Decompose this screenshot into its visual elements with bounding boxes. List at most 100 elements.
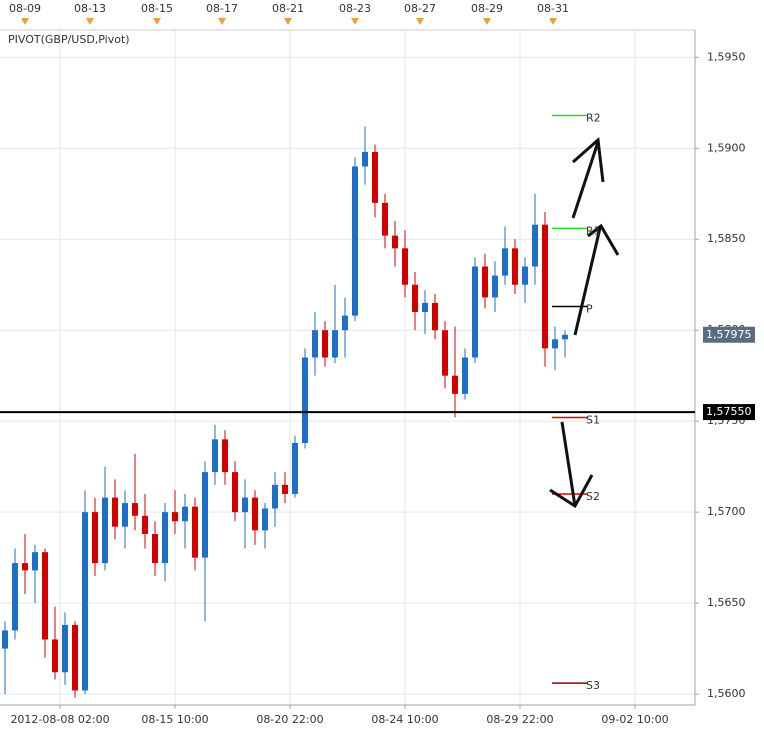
candle-body bbox=[362, 151, 368, 167]
candle-body bbox=[182, 506, 188, 522]
top-date-label: 08-09 bbox=[9, 2, 41, 15]
y-tick-label: 1,5650 bbox=[707, 596, 746, 609]
date-marker bbox=[284, 18, 292, 25]
candle-body bbox=[152, 533, 158, 564]
pivot-label: S2 bbox=[586, 490, 600, 503]
candle-body bbox=[172, 512, 178, 522]
candle-body bbox=[192, 506, 198, 558]
candle-body bbox=[272, 484, 278, 509]
candle-body bbox=[112, 497, 118, 527]
candle-body bbox=[512, 248, 518, 285]
hline-label: 1,57550 bbox=[706, 405, 752, 418]
candle-body bbox=[82, 512, 88, 691]
candle-body bbox=[92, 512, 98, 564]
pivot-label: P bbox=[586, 303, 593, 316]
pivot-label: S1 bbox=[586, 414, 600, 427]
candle-body bbox=[222, 439, 228, 473]
x-tick-label: 09-02 10:00 bbox=[601, 713, 668, 726]
date-marker bbox=[549, 18, 557, 25]
candle-body bbox=[282, 484, 288, 494]
candle-body bbox=[342, 315, 348, 331]
annotation-arrows bbox=[549, 136, 620, 509]
candle-body bbox=[252, 497, 258, 531]
y-tick-label: 1,5600 bbox=[707, 687, 746, 700]
candle-body bbox=[352, 166, 358, 316]
candle-body bbox=[22, 563, 28, 571]
candle-body bbox=[52, 639, 58, 673]
y-tick-label: 1,5900 bbox=[707, 141, 746, 154]
date-marker bbox=[351, 18, 359, 25]
candle-body bbox=[102, 497, 108, 564]
candle-body bbox=[2, 630, 8, 649]
x-tick-label: 08-20 22:00 bbox=[256, 713, 323, 726]
candle-body bbox=[372, 151, 378, 203]
candle-body bbox=[422, 302, 428, 313]
candle-body bbox=[402, 248, 408, 285]
candle-body bbox=[322, 330, 328, 358]
x-tick-label: 2012-08-08 02:00 bbox=[10, 713, 109, 726]
y-tick-label: 1,5950 bbox=[707, 50, 746, 63]
candle-body bbox=[312, 330, 318, 358]
candle-body bbox=[162, 512, 168, 564]
x-tick-label: 08-24 10:00 bbox=[371, 713, 438, 726]
candle-body bbox=[202, 472, 208, 558]
candle-body bbox=[132, 503, 138, 516]
top-date-label: 08-17 bbox=[206, 2, 238, 15]
x-tick-label: 08-29 22:00 bbox=[486, 713, 553, 726]
candle-body bbox=[72, 624, 78, 691]
pivot-label: R2 bbox=[586, 112, 601, 125]
top-date-label: 08-15 bbox=[141, 2, 173, 15]
y-tick-label: 1,5850 bbox=[707, 232, 746, 245]
candle-body bbox=[562, 334, 568, 340]
candle-body bbox=[242, 497, 248, 513]
candle-body bbox=[522, 266, 528, 285]
candle-body bbox=[332, 330, 338, 358]
top-date-label: 08-21 bbox=[272, 2, 304, 15]
candle-body bbox=[502, 248, 508, 276]
candle-body bbox=[492, 275, 498, 298]
top-date-label: 08-31 bbox=[537, 2, 569, 15]
candle-body bbox=[392, 235, 398, 249]
candle-body bbox=[122, 503, 128, 527]
date-marker bbox=[21, 18, 29, 25]
indicator-label: PIVOT(GBP/USD,Pivot) bbox=[8, 33, 130, 46]
pivot-label: S3 bbox=[586, 679, 600, 692]
candle-body bbox=[552, 339, 558, 349]
top-date-label: 08-13 bbox=[74, 2, 106, 15]
top-date-label: 08-23 bbox=[339, 2, 371, 15]
candle-body bbox=[532, 224, 538, 267]
price-box bbox=[703, 404, 755, 421]
candle-body bbox=[232, 472, 238, 513]
top-date-label: 08-29 bbox=[471, 2, 503, 15]
date-marker bbox=[483, 18, 491, 25]
last-price-label: 1,57975 bbox=[706, 328, 752, 341]
candle-body bbox=[262, 508, 268, 531]
price-box bbox=[703, 326, 755, 343]
candle-body bbox=[292, 443, 298, 494]
candle-body bbox=[452, 375, 458, 394]
y-tick-label: 1,5700 bbox=[707, 505, 746, 518]
candle-body bbox=[462, 357, 468, 394]
candle-body bbox=[142, 515, 148, 534]
candle-body bbox=[62, 624, 68, 673]
candle-body bbox=[542, 224, 548, 349]
pivot-label: R1 bbox=[586, 224, 601, 237]
candle-body bbox=[472, 266, 478, 358]
candle-body bbox=[32, 552, 38, 571]
candle-body bbox=[482, 266, 488, 298]
x-tick-label: 08-15 10:00 bbox=[141, 713, 208, 726]
candle-body bbox=[302, 357, 308, 444]
top-date-label: 08-27 bbox=[404, 2, 436, 15]
candle-body bbox=[432, 302, 438, 331]
date-marker bbox=[153, 18, 161, 25]
candle-body bbox=[42, 552, 48, 640]
date-marker bbox=[218, 18, 226, 25]
candle-body bbox=[382, 202, 388, 236]
candle-body bbox=[212, 439, 218, 473]
date-marker bbox=[86, 18, 94, 25]
candle-body bbox=[442, 330, 448, 376]
date-marker bbox=[416, 18, 424, 25]
candle-body bbox=[12, 563, 18, 631]
